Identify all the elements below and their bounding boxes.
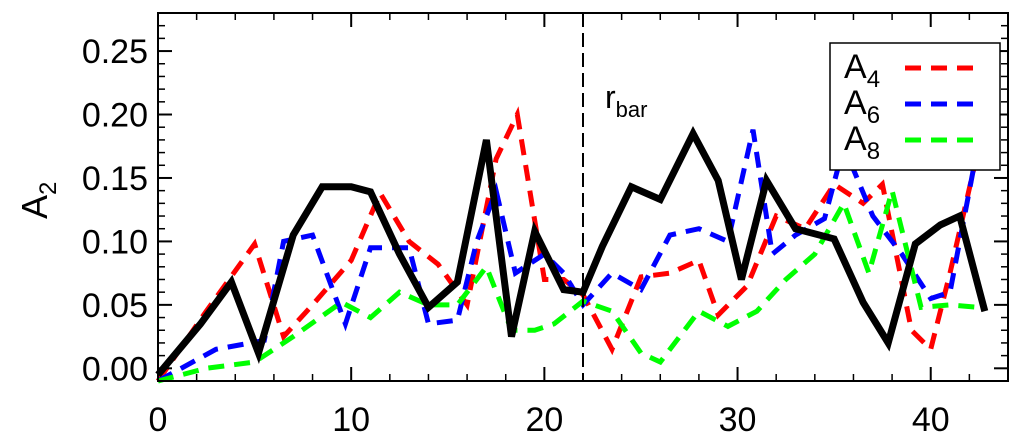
x-axis-ticks: 0 10 20 30 40 (149, 13, 971, 439)
legend-label-a4: A4 (844, 48, 880, 93)
x-tick-label: 30 (719, 401, 757, 439)
rbar-annotation-sub: bar (616, 97, 648, 122)
legend-label-a8: A8 (844, 120, 880, 165)
y-tick-label: 0.05 (82, 287, 148, 325)
y-axis-ticks: 0.00 0.05 0.10 0.15 0.20 0.25 (82, 24, 1008, 388)
x-tick-label: 0 (149, 401, 168, 439)
y-axis-label-sub: 2 (35, 182, 62, 195)
y-axis-label-base: A (14, 195, 55, 219)
legend-label-a6: A6 (844, 84, 880, 129)
series-line-a2 (155, 125, 989, 377)
x-tick-label: 10 (332, 401, 370, 439)
y-tick-label: 0.25 (82, 33, 148, 71)
x-tick-label: 40 (912, 401, 950, 439)
y-tick-label: 0.00 (82, 350, 148, 388)
y-tick-label: 0.15 (82, 160, 148, 198)
x-tick-label: 20 (525, 401, 563, 439)
y-tick-label: 0.20 (82, 97, 148, 135)
y-tick-label: 0.10 (82, 223, 148, 261)
rbar-annotation-base: r (605, 79, 616, 115)
y-axis-label: A2 (14, 182, 62, 219)
rbar-annotation: rbar (605, 79, 647, 122)
series-line-a8 (157, 180, 980, 384)
